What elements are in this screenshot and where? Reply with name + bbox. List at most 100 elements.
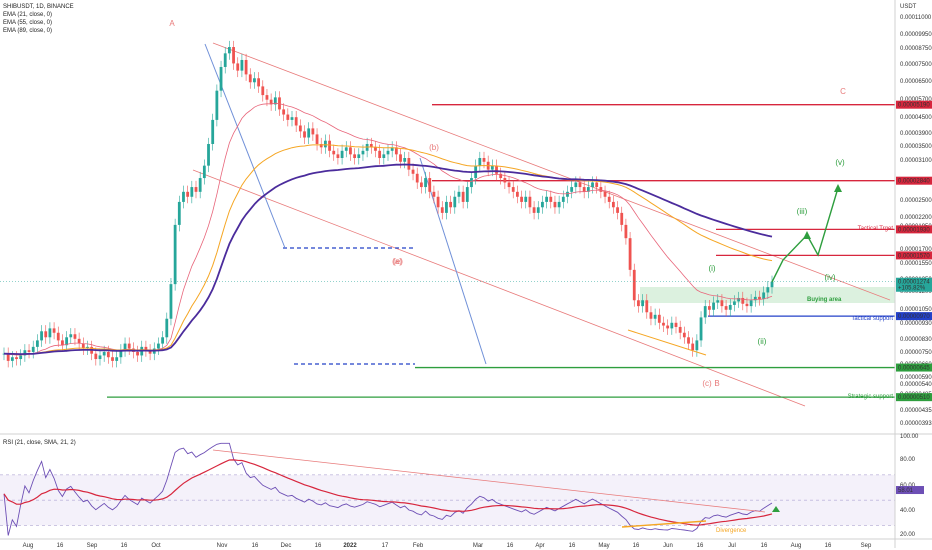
candle-body	[123, 343, 127, 351]
candle-body	[620, 212, 624, 225]
candle-body	[499, 173, 503, 179]
y-tick-label: 0.00004500	[900, 115, 932, 121]
candle-body	[257, 78, 261, 87]
ema21-line	[3, 102, 773, 356]
candle-body	[98, 355, 102, 360]
rsi-up-marker	[772, 506, 780, 512]
candle-body	[282, 109, 286, 115]
x-tick-label: 16	[252, 543, 259, 549]
candle-body	[770, 281, 774, 288]
candle-body	[194, 187, 198, 192]
candle-body	[411, 169, 415, 174]
candle-body	[173, 224, 177, 285]
y-tick-label: 0.00011000	[900, 15, 932, 21]
candle-body	[733, 301, 736, 305]
candle-body	[323, 140, 327, 148]
rsi-current-tag	[896, 486, 924, 495]
price-level-note: Tactical support	[851, 316, 893, 322]
price-level-tag	[896, 312, 932, 321]
candle-body	[578, 182, 582, 188]
rsi-tick-label: 100.00	[900, 434, 919, 440]
candle-body	[211, 119, 215, 144]
candle-body	[219, 66, 223, 91]
candle-body	[273, 97, 277, 105]
candle-body	[687, 337, 690, 344]
candle-body	[415, 173, 419, 183]
wave-label: (i)	[708, 264, 715, 273]
price-level-tag	[896, 363, 932, 372]
wave-projection-arrowhead	[834, 184, 842, 192]
y-tick-label: 0.00000393	[900, 421, 932, 427]
candle-body	[695, 340, 699, 351]
candle-body	[716, 300, 720, 303]
candle-body	[495, 165, 498, 174]
candle-body	[69, 334, 73, 338]
candle-body	[115, 357, 119, 361]
channel-lower-line	[192, 169, 806, 407]
candle-body	[616, 207, 619, 213]
x-tick-label: 16	[825, 543, 832, 549]
candle-body	[298, 125, 302, 132]
y-tick-label: 0.00000930	[900, 321, 932, 327]
candle-body	[666, 325, 670, 329]
candle-body	[712, 302, 715, 310]
wave-label: (e)	[393, 257, 403, 266]
candle-body	[61, 340, 64, 346]
candle-body	[227, 47, 231, 54]
candle-body	[553, 201, 557, 208]
x-tick-label: 16	[633, 543, 640, 549]
candle-body	[762, 292, 766, 300]
candle-body	[532, 207, 536, 213]
buying-area-band	[640, 287, 895, 303]
wave-label: C	[840, 87, 846, 96]
rsi-line	[3, 442, 773, 536]
rsi-divergence-line	[621, 520, 707, 528]
candle-body	[81, 343, 85, 349]
wave-label: B	[714, 379, 719, 388]
x-tick-label: Feb	[413, 543, 424, 549]
price-level-value: 0.00000510	[898, 395, 930, 401]
candle-body	[148, 350, 152, 354]
candle-body	[382, 154, 386, 159]
wave-label: (iii)	[797, 207, 808, 216]
candle-body	[102, 351, 106, 356]
candle-body	[586, 187, 590, 192]
x-tick-label: Apr	[535, 543, 544, 549]
candle-body	[419, 182, 423, 188]
candle-body	[27, 350, 31, 352]
x-tick-label: Jun	[663, 543, 673, 549]
candle-body	[236, 63, 240, 71]
rsi-tick-label: 60.00	[900, 483, 916, 489]
candle-body	[394, 147, 398, 155]
candle-body	[177, 201, 181, 225]
candle-body	[582, 187, 586, 192]
x-tick-label: Dec	[281, 543, 292, 549]
y-tick-label: 0.00000590	[900, 375, 932, 381]
candle-body	[119, 350, 123, 358]
candle-body	[536, 207, 540, 213]
candle-body	[169, 284, 173, 319]
candle-body	[190, 187, 194, 197]
candle-body	[207, 143, 210, 166]
wave-label: (iv)	[824, 273, 835, 282]
candle-body	[649, 312, 653, 319]
candle-body	[186, 191, 190, 197]
price-level-value: 0.00002840	[898, 179, 930, 185]
price-level-tag	[896, 176, 932, 185]
candle-body	[465, 187, 469, 202]
y-tick-label: 0.00001050	[900, 307, 932, 313]
candle-body	[286, 114, 290, 120]
candle-body	[40, 331, 43, 341]
rsi-legend: RSI (21, close, SMA, 21, 2)	[3, 440, 76, 446]
candle-body	[248, 74, 252, 83]
candle-body	[753, 296, 757, 301]
candle-body	[307, 128, 311, 138]
candle-body	[165, 318, 169, 338]
candle-body	[461, 191, 465, 202]
candle-body	[23, 350, 27, 356]
y-tick-label: 0.00005700	[900, 97, 932, 103]
candle-body	[445, 201, 448, 213]
candle-body	[511, 187, 515, 192]
